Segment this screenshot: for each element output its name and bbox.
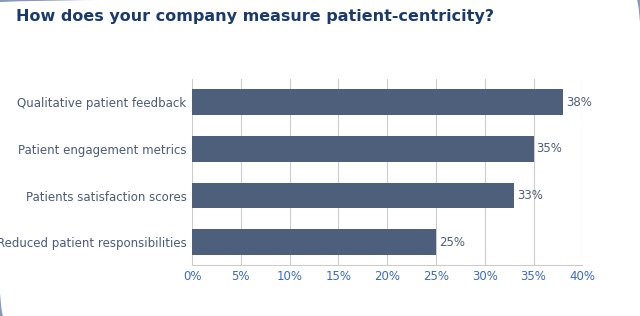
Bar: [192, 183, 514, 208]
Bar: [192, 136, 534, 162]
Text: How does your company measure patient-centricity?: How does your company measure patient-ce…: [16, 9, 494, 24]
Text: 25%: 25%: [439, 236, 465, 249]
Bar: [192, 229, 436, 255]
Text: 38%: 38%: [566, 96, 592, 109]
Bar: [192, 89, 563, 115]
Text: 33%: 33%: [517, 189, 543, 202]
Text: 35%: 35%: [536, 143, 563, 155]
